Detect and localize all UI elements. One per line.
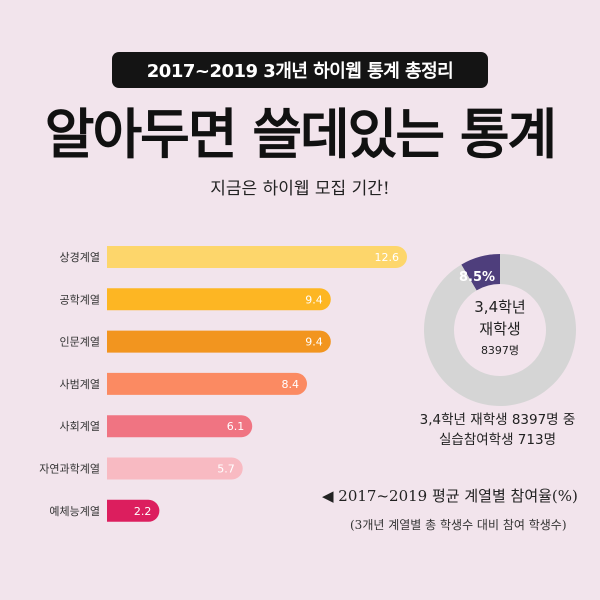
donut-center-label: 3,4학년 재학생 8397명 <box>442 296 558 362</box>
chart-legend-subtitle: (3개년 계열별 총 학생수 대비 참여 학생수) <box>350 518 567 532</box>
chart-legend-title: ◀ 2017~2019 평균 계열별 참여율(%) <box>322 487 578 505</box>
bar-value-label: 9.4 <box>305 293 323 306</box>
bar <box>107 499 160 522</box>
bar-category-label: 사범계열 <box>60 378 100 391</box>
bar <box>107 288 331 311</box>
bar <box>107 457 243 480</box>
bar-value-label: 6.1 <box>227 420 245 433</box>
donut-slice-highlight <box>461 254 500 291</box>
bar-category-label: 예체능계열 <box>49 505 100 518</box>
bar-category-label: 인문계열 <box>60 336 100 349</box>
bar-value-label: 5.7 <box>217 463 235 476</box>
donut-center-line2: 재학생 <box>479 320 521 338</box>
donut-caption-line2: 실습참여학생 713명 <box>439 432 556 448</box>
bar-category-label: 사회계열 <box>60 420 100 433</box>
donut-caption: 3,4학년 재학생 8397명 중 실습참여학생 713명 <box>410 410 585 450</box>
bar <box>107 372 307 395</box>
bar-value-label: 12.6 <box>375 251 400 264</box>
tagline: 지금은 하이웹 모집 기간! <box>210 179 390 199</box>
donut-caption-line1: 3,4학년 재학생 8397명 중 <box>419 412 576 428</box>
bar-value-label: 8.4 <box>282 378 300 391</box>
donut-slice-rest <box>423 254 577 407</box>
donut-center-count: 8397명 <box>480 344 520 357</box>
title-badge: 2017~2019 3개년 하이웹 통계 총정리 <box>112 52 488 88</box>
bar-value-label: 9.4 <box>305 336 323 349</box>
bar-category-label: 공학계열 <box>60 293 100 306</box>
bar-value-label: 2.2 <box>134 505 152 518</box>
donut-percent-label: 8.5% <box>459 270 495 285</box>
bar-category-label: 자연과학계열 <box>39 463 100 476</box>
donut-center-line1: 3,4학년 <box>474 298 526 316</box>
bar-category-label: 상경계열 <box>60 251 100 264</box>
bar <box>107 330 331 353</box>
headline: 알아두면 쓸데있는 통계 <box>44 103 557 166</box>
bar <box>107 415 253 438</box>
bar <box>107 246 407 268</box>
